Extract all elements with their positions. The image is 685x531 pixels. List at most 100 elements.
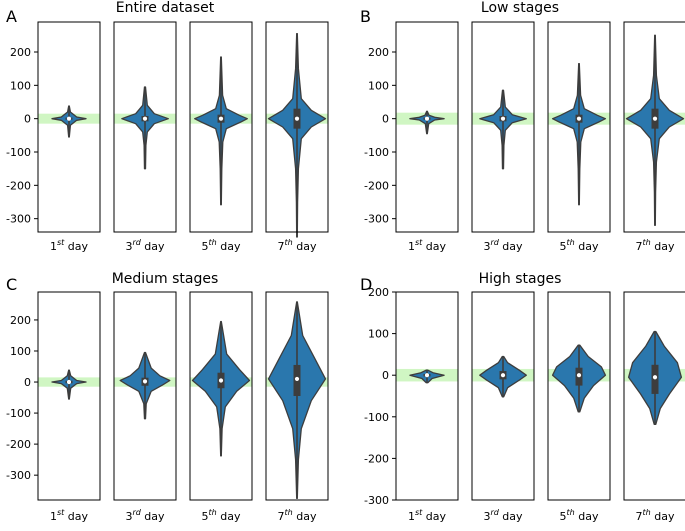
category-number: 3 (125, 510, 132, 523)
panel-C: C Medium stages 200 100 0 -100 -200 -300 1st day… (6, 271, 329, 523)
y-tick-label: 100 (10, 345, 31, 358)
category-superscript: th (209, 508, 217, 517)
median-point (218, 378, 224, 383)
category-label: 7th day (278, 508, 317, 523)
median-point (218, 116, 224, 121)
category-number: 3 (483, 510, 490, 523)
category-number: 1 (50, 510, 57, 523)
subplot-2: 5th day (189, 21, 253, 253)
category-label: 1st day (50, 508, 89, 523)
y-tick-label: 200 (10, 46, 31, 59)
panel-title: High stages (479, 271, 562, 287)
panel-label: A (6, 7, 17, 26)
category-suffix: day (141, 240, 165, 253)
subplot-3: 7th day (623, 291, 685, 523)
subplot-2: 5th day (547, 21, 611, 253)
y-tick-label: -200 (364, 179, 389, 192)
category-superscript: th (285, 508, 293, 517)
y-tick-label: 200 (368, 286, 389, 299)
subplot-frame (265, 21, 329, 233)
median-point (424, 373, 430, 378)
subplot-3: 7th day (623, 21, 685, 253)
median-point (142, 116, 148, 121)
category-label: 5th day (560, 238, 599, 253)
subplot-3: 7th day (265, 291, 329, 523)
category-suffix: day (293, 510, 317, 523)
category-suffix: day (293, 240, 317, 253)
category-number: 5 (560, 240, 567, 253)
subplot-frame (471, 291, 535, 501)
median-point (576, 116, 582, 121)
y-tick-label: -100 (364, 146, 389, 159)
median-point (142, 379, 148, 384)
category-superscript: st (57, 238, 65, 247)
subplot-0: 1st day (37, 21, 101, 253)
y-tick-label: 100 (10, 79, 31, 92)
category-number: 7 (636, 510, 643, 523)
median-point (66, 379, 72, 385)
category-label: 5th day (202, 508, 241, 523)
median-point (294, 116, 300, 121)
category-number: 7 (636, 240, 643, 253)
subplot-frame (189, 291, 253, 501)
panel-A: A Entire dataset 200 100 0 -100 -200 -300 1st da… (6, 0, 329, 253)
category-suffix: day (64, 240, 88, 253)
category-label: 5th day (202, 238, 241, 253)
category-number: 1 (408, 240, 415, 253)
subplot-2: 5th day (189, 291, 253, 523)
category-suffix: day (141, 510, 165, 523)
subplot-0: 1st day (395, 291, 459, 523)
category-suffix: day (575, 510, 599, 523)
subplot-frame (547, 291, 611, 501)
panel-label: C (6, 275, 17, 294)
category-label: 5th day (560, 508, 599, 523)
median-point (576, 373, 582, 378)
category-superscript: th (643, 238, 651, 247)
subplot-frame (395, 291, 459, 501)
category-label: 1st day (408, 238, 447, 253)
panel-title: Low stages (481, 0, 559, 16)
category-suffix: day (575, 240, 599, 253)
subplot-frame (113, 21, 177, 233)
subplot-1: 3rd day (471, 291, 535, 523)
y-tick-label: -200 (6, 179, 31, 192)
y-tick-label: 200 (10, 314, 31, 327)
category-number: 5 (560, 510, 567, 523)
category-superscript: rd (132, 238, 141, 247)
category-superscript: st (57, 508, 65, 517)
category-label: 3rd day (483, 238, 523, 253)
subplot-frame (37, 21, 101, 233)
category-number: 3 (125, 240, 132, 253)
subplot-0: 1st day (395, 21, 459, 253)
subplot-frame (189, 21, 253, 233)
subplot-frame (623, 21, 685, 233)
category-suffix: day (217, 240, 241, 253)
category-number: 1 (408, 510, 415, 523)
category-suffix: day (422, 510, 446, 523)
panel-title: Medium stages (112, 271, 219, 287)
y-tick-label: 0 (24, 113, 31, 126)
category-label: 3rd day (483, 508, 523, 523)
y-tick-label: -200 (6, 438, 31, 451)
subplot-2: 5th day (547, 291, 611, 523)
median-point (500, 373, 506, 378)
category-suffix: day (217, 510, 241, 523)
median-point (652, 375, 658, 380)
y-tick-label: 0 (382, 113, 389, 126)
category-suffix: day (422, 240, 446, 253)
panel-label: B (360, 7, 371, 26)
subplot-1: 3rd day (471, 21, 535, 253)
subplot-1: 3rd day (113, 21, 177, 253)
category-label: 7th day (278, 238, 317, 253)
category-number: 3 (483, 240, 490, 253)
panel-title: Entire dataset (116, 0, 215, 16)
y-tick-label: -300 (364, 494, 389, 507)
category-label: 3rd day (125, 238, 165, 253)
category-label: 1st day (50, 238, 89, 253)
y-tick-label: 0 (382, 369, 389, 382)
subplot-frame (113, 291, 177, 501)
category-label: 7th day (636, 238, 675, 253)
median-point (500, 116, 506, 121)
